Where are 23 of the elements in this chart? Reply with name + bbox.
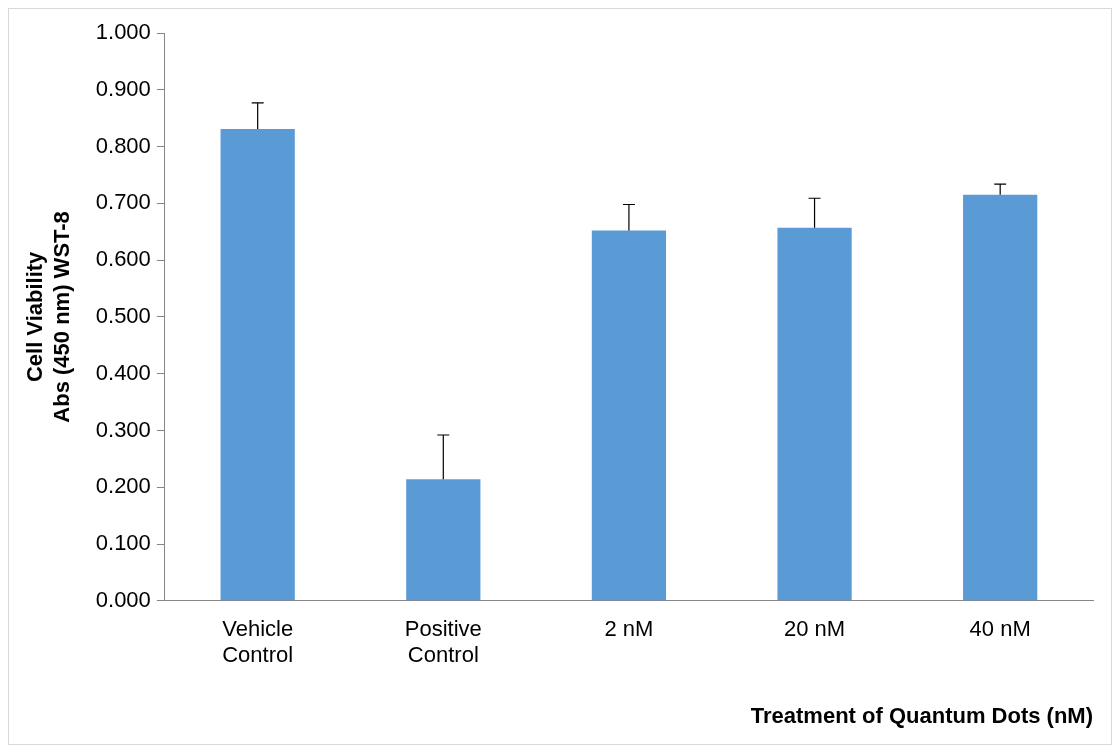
y-tick-label: 0.100 (95, 530, 151, 556)
bar (406, 479, 481, 601)
y-tick-label: 0.700 (95, 189, 151, 215)
x-tick-label: 2 nM (604, 616, 654, 642)
y-tick-label: 0.500 (95, 302, 151, 328)
x-tick-label: 20 nM (783, 616, 846, 642)
y-tick-label: 0.600 (95, 246, 151, 272)
y-tick-label: 0.800 (95, 132, 151, 158)
y-axis-title: Cell Viability Abs (450 nm) WST-8 (22, 211, 74, 423)
y-tick-label: 0.900 (95, 75, 151, 101)
x-tick-label: Vehicle Control (222, 616, 294, 668)
y-tick-label: 1.000 (95, 19, 151, 45)
y-tick-label: 0.400 (95, 359, 151, 385)
y-tick-label: 0.300 (95, 416, 151, 442)
x-tick-label: 40 nM (969, 616, 1031, 642)
y-tick-label: 0.000 (95, 586, 151, 612)
x-axis-title: Treatment of Quantum Dots (nM) (750, 702, 1093, 728)
bar (777, 227, 852, 601)
y-tick-label: 0.200 (95, 473, 151, 499)
bar (591, 230, 667, 601)
bar (220, 128, 295, 601)
x-tick-label: Positive Control (404, 616, 482, 668)
bar (963, 194, 1038, 601)
